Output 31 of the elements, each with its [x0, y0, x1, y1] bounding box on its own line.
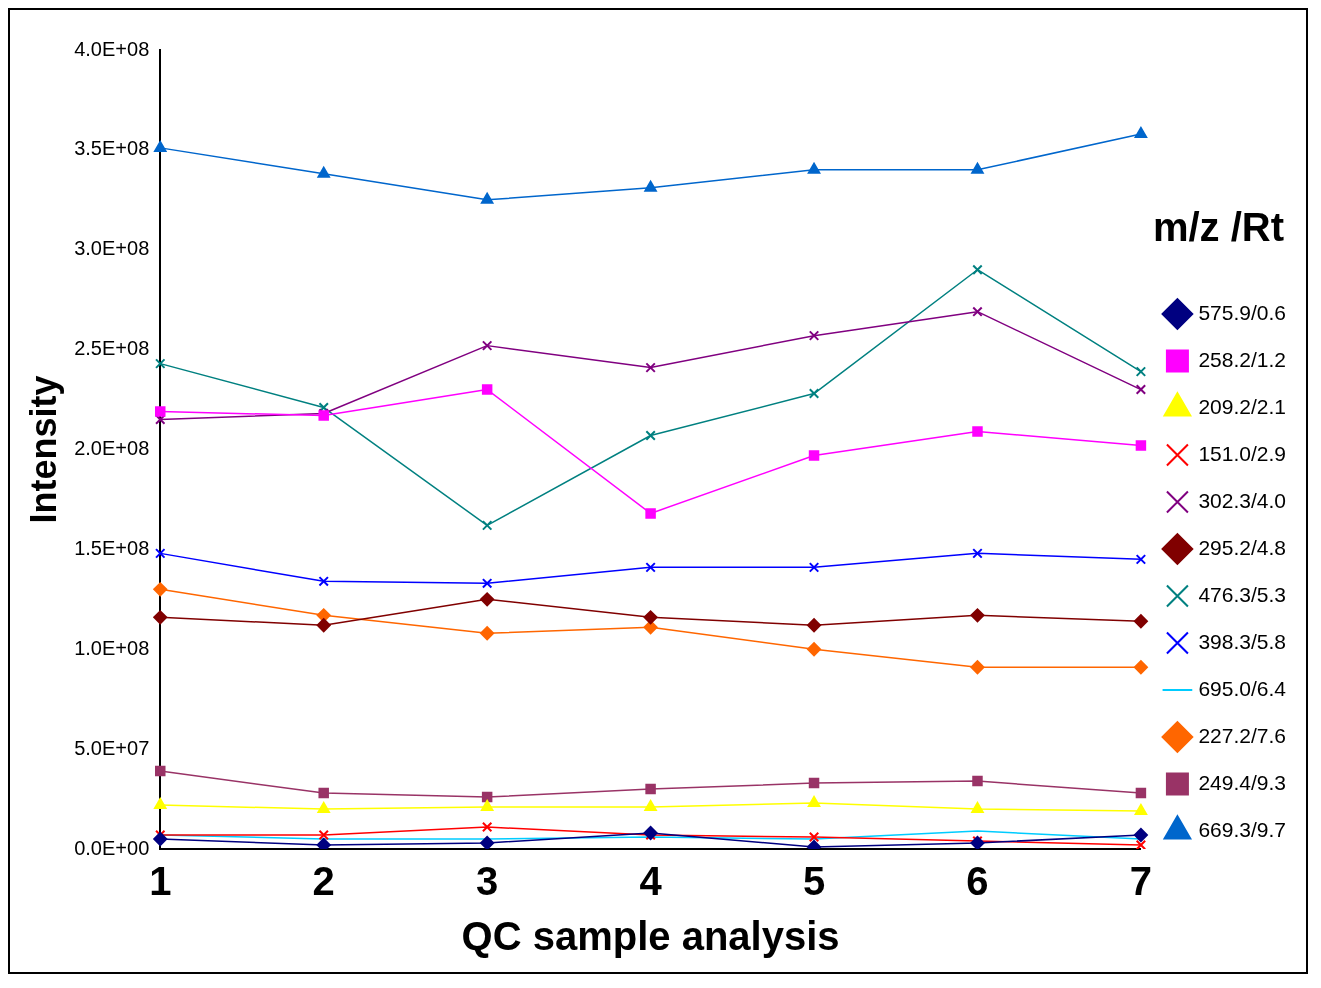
y-tick-label: 0.0E+00	[74, 836, 150, 859]
x-axis-title: QC sample analysis	[461, 914, 840, 959]
y-axis-title: Intensity	[22, 375, 64, 524]
legend-label: 695.0/6.4	[1198, 676, 1287, 700]
legend-label: 227.2/7.6	[1198, 723, 1287, 747]
x-tick-label: 4	[639, 859, 663, 904]
legend-label: 302.3/4.0	[1198, 488, 1287, 512]
x-tick-label: 3	[476, 859, 499, 904]
x-tick-label: 5	[802, 859, 826, 904]
y-tick-label: 5.0E+07	[74, 736, 150, 759]
x-tick-label: 2	[312, 859, 335, 904]
x-tick-label: 6	[966, 859, 989, 904]
y-tick-label: 4.0E+08	[74, 37, 150, 60]
x-tick-label: 1	[149, 859, 172, 904]
legend-label: 295.2/4.8	[1198, 535, 1287, 559]
legend-label: 398.3/5.8	[1198, 629, 1287, 653]
y-tick-label: 2.0E+08	[74, 437, 150, 460]
legend-title: m/z /Rt	[1152, 204, 1285, 249]
x-tick-label: 7	[1129, 859, 1153, 904]
y-tick-label: 1.0E+08	[74, 636, 150, 659]
legend-label: 669.3/9.7	[1198, 817, 1287, 841]
legend-label: 249.4/9.3	[1198, 770, 1287, 794]
y-tick-label: 3.0E+08	[74, 237, 150, 260]
y-tick-label: 3.5E+08	[74, 137, 150, 160]
legend-label: 476.3/5.3	[1198, 582, 1287, 606]
legend-label: 575.9/0.6	[1198, 300, 1287, 324]
legend-label: 151.0/2.9	[1198, 441, 1287, 465]
y-tick-label: 2.5E+08	[74, 337, 150, 360]
legend-label: 209.2/2.1	[1198, 394, 1287, 418]
legend-label: 258.2/1.2	[1198, 347, 1287, 371]
y-tick-label: 1.5E+08	[74, 536, 150, 559]
